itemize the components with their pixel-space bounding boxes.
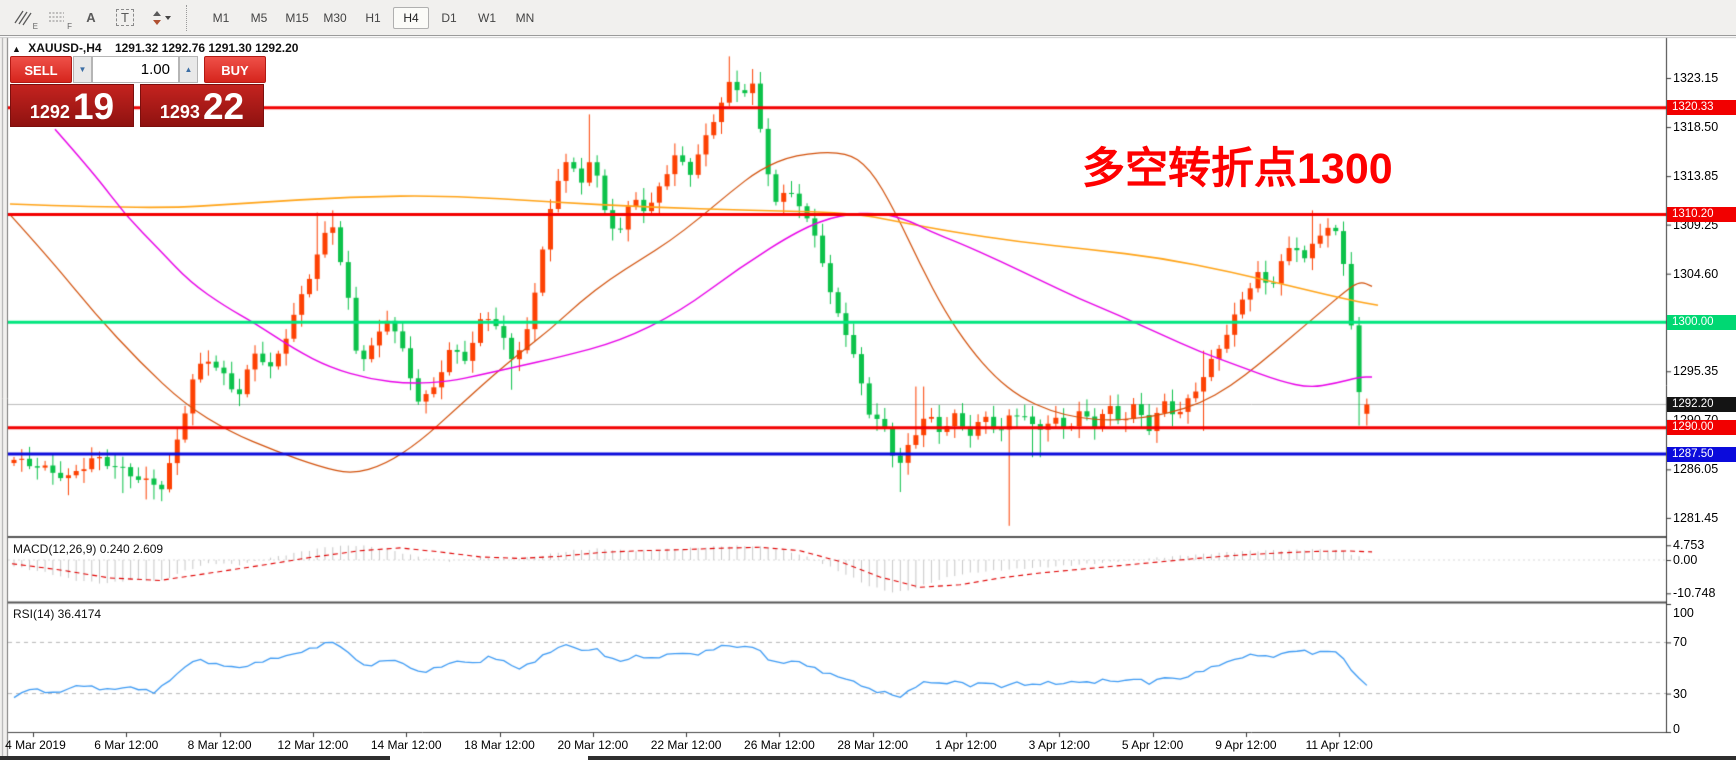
- time-label: 11 Apr 12:00: [1305, 738, 1373, 752]
- time-label: 28 Mar 12:00: [837, 738, 909, 752]
- bottom-strip-right: [588, 756, 1736, 760]
- bid-big: 19: [72, 86, 115, 127]
- sell-button[interactable]: SELL: [10, 56, 72, 83]
- tool-sub-label: E: [32, 21, 38, 31]
- rsi-tick: 70: [1673, 635, 1687, 650]
- text-box-icon: T: [116, 9, 134, 26]
- timeframe-button-M5[interactable]: M5: [250, 10, 268, 25]
- time-label: 6 Mar 12:00: [94, 738, 159, 752]
- text-box-tool-button[interactable]: T: [108, 4, 142, 32]
- volume-increase-button[interactable]: ▲: [179, 56, 198, 83]
- volume-decrease-button[interactable]: ▼: [73, 56, 92, 83]
- level-badge-1287.5: 1287.50: [1667, 446, 1736, 462]
- price-tick: 1304.60: [1673, 266, 1719, 281]
- macd-tick: -10.748: [1673, 586, 1716, 601]
- rsi-tick: 0: [1673, 722, 1680, 736]
- time-label: 4 Mar 2019: [5, 738, 66, 752]
- price-tick: 1323.15: [1673, 71, 1719, 85]
- text-label-tool-button[interactable]: A: [74, 4, 108, 32]
- tool-sub-label: F: [67, 21, 72, 31]
- buy-button[interactable]: BUY: [204, 56, 266, 83]
- toolbar: E F A T M1 M5 M15 M30 H1 H4 D1 W1 MN: [0, 0, 1736, 36]
- timeframe-button-M1[interactable]: M1: [212, 10, 230, 25]
- time-label: 3 Apr 12:00: [1028, 738, 1090, 752]
- ask-main: 1293: [159, 102, 200, 122]
- time-label: 18 Mar 12:00: [464, 738, 535, 752]
- rsi-label: RSI(14) 36.4174: [13, 607, 102, 621]
- price-tick: 1295.35: [1673, 364, 1719, 379]
- time-label: 14 Mar 12:00: [370, 738, 442, 752]
- volume-input[interactable]: [92, 56, 179, 83]
- grid-fibo-icon: [49, 12, 64, 21]
- time-label: 1 Apr 12:00: [935, 738, 997, 752]
- timeframe-button-H1[interactable]: H1: [365, 10, 381, 25]
- macd-tick: 4.753: [1673, 538, 1705, 553]
- macd-tick: 0.00: [1673, 553, 1698, 567]
- macd-label: MACD(12,26,9) 0.240 2.609: [13, 542, 164, 556]
- timeframe-button-M30[interactable]: M30: [323, 10, 347, 25]
- last-price-badge: 1292.20: [1667, 396, 1736, 412]
- text-label-icon: A: [86, 10, 96, 25]
- timeframe-button-D1[interactable]: D1: [441, 10, 457, 25]
- annotation-text: 多空转折点1300: [1082, 145, 1393, 193]
- toolbar-separator: [186, 4, 197, 31]
- timeframe-button-H4[interactable]: H4: [393, 6, 429, 29]
- ask-big: 22: [202, 86, 245, 127]
- time-label: 5 Apr 12:00: [1121, 738, 1184, 752]
- level-badge-1320.33: 1320.33: [1667, 100, 1736, 116]
- level-badge-1290: 1290.00: [1667, 420, 1736, 436]
- price-tick: 1313.85: [1673, 169, 1719, 184]
- collapse-icon[interactable]: ▲: [12, 44, 21, 54]
- time-label: 8 Mar 12:00: [187, 738, 252, 752]
- header-ohlc: 1291.32 1292.76 1291.30 1292.20: [114, 41, 299, 55]
- price-tick: 1281.45: [1673, 510, 1719, 525]
- price-tick: 1318.50: [1673, 120, 1719, 135]
- arrow-marker-icon: [153, 10, 171, 25]
- hatch-draw-icon: [14, 10, 32, 25]
- timeframe-button-W1[interactable]: W1: [478, 10, 496, 25]
- hatch-draw-tool-button[interactable]: E: [6, 4, 40, 32]
- price-tick: 1286.05: [1673, 462, 1719, 477]
- rsi-tick: 100: [1673, 606, 1694, 620]
- timeframe-button-M15[interactable]: M15: [285, 10, 309, 25]
- level-badge-1310.2: 1310.20: [1667, 207, 1736, 223]
- timeframe-group: M1 M5 M15 M30 H1 H4 D1 W1 MN: [203, 6, 543, 29]
- symbol-title: XAUUSD-,H4: [28, 41, 102, 55]
- time-label: 12 Mar 12:00: [277, 738, 349, 752]
- time-label: 22 Mar 12:00: [650, 738, 722, 752]
- timeframe-button-MN[interactable]: MN: [515, 10, 535, 25]
- rsi-tick: 30: [1673, 686, 1687, 701]
- ask-price-display[interactable]: 1293 22: [140, 84, 264, 127]
- arrow-marker-tool-button[interactable]: [142, 4, 176, 32]
- level-badge-1300: 1300.00: [1667, 314, 1736, 330]
- bid-main: 1292: [29, 102, 70, 122]
- bottom-strip-left: [0, 756, 390, 760]
- time-label: 20 Mar 12:00: [557, 738, 629, 752]
- time-label: 26 Mar 12:00: [744, 738, 815, 752]
- chart-header: ▲ XAUUSD-,H4 1291.32 1292.76 1291.30 129…: [12, 41, 298, 55]
- bid-price-display[interactable]: 1292 19: [10, 84, 134, 127]
- grid-fibo-tool-button[interactable]: F: [40, 4, 74, 32]
- time-label: 9 Apr 12:00: [1215, 738, 1277, 752]
